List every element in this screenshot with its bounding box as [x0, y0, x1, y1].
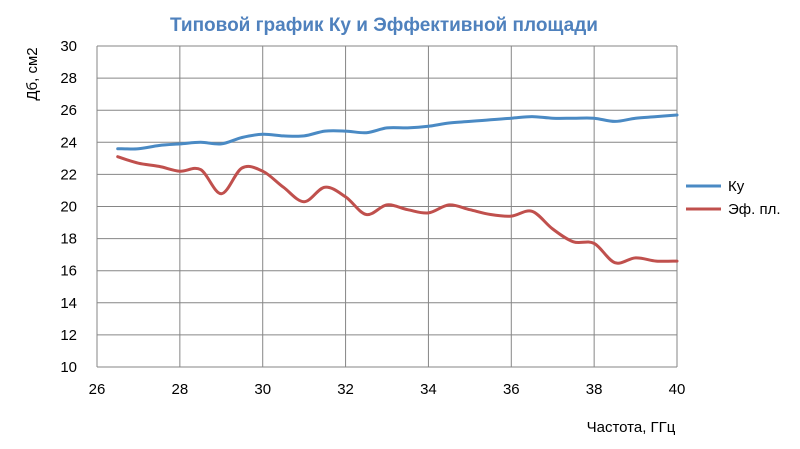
x-tick-label: 40 [669, 381, 686, 398]
y-axis-label: Дб, см2 [24, 47, 41, 100]
x-tick-label: 30 [254, 381, 271, 398]
x-tick-labels: 26 28 30 32 34 36 38 40 [89, 381, 686, 398]
y-tick-label: 30 [60, 38, 77, 55]
x-tick-label: 26 [89, 381, 106, 398]
x-tick-label: 32 [337, 381, 354, 398]
y-tick-label: 24 [60, 134, 77, 151]
x-tick-label: 28 [172, 381, 189, 398]
grid-lines [96, 45, 678, 368]
chart-title: Типовой график Ку и Эффективной площади [170, 15, 598, 36]
series-lines [116, 113, 679, 265]
y-tick-label: 28 [60, 70, 77, 87]
y-tick-label: 12 [60, 327, 77, 344]
x-tick-label: 38 [586, 381, 603, 398]
y-tick-label: 18 [60, 231, 77, 248]
legend-label: Ку [728, 178, 745, 195]
x-tick-label: 36 [503, 381, 520, 398]
series-line-1 [116, 113, 679, 151]
legend: Ку Эф. пл. [686, 178, 781, 218]
y-tick-labels: 10 12 14 16 18 20 22 24 26 28 30 [60, 38, 77, 376]
y-tick-label: 26 [60, 102, 77, 119]
y-tick-label: 14 [60, 295, 77, 312]
legend-label: Эф. пл. [728, 201, 781, 218]
y-tick-label: 10 [60, 359, 77, 376]
y-tick-label: 22 [60, 166, 77, 183]
y-tick-label: 20 [60, 199, 77, 216]
y-tick-label: 16 [60, 263, 77, 280]
x-axis-label: Частота, ГГц [587, 419, 676, 436]
series-line-2 [116, 155, 679, 265]
x-tick-label: 34 [420, 381, 437, 398]
